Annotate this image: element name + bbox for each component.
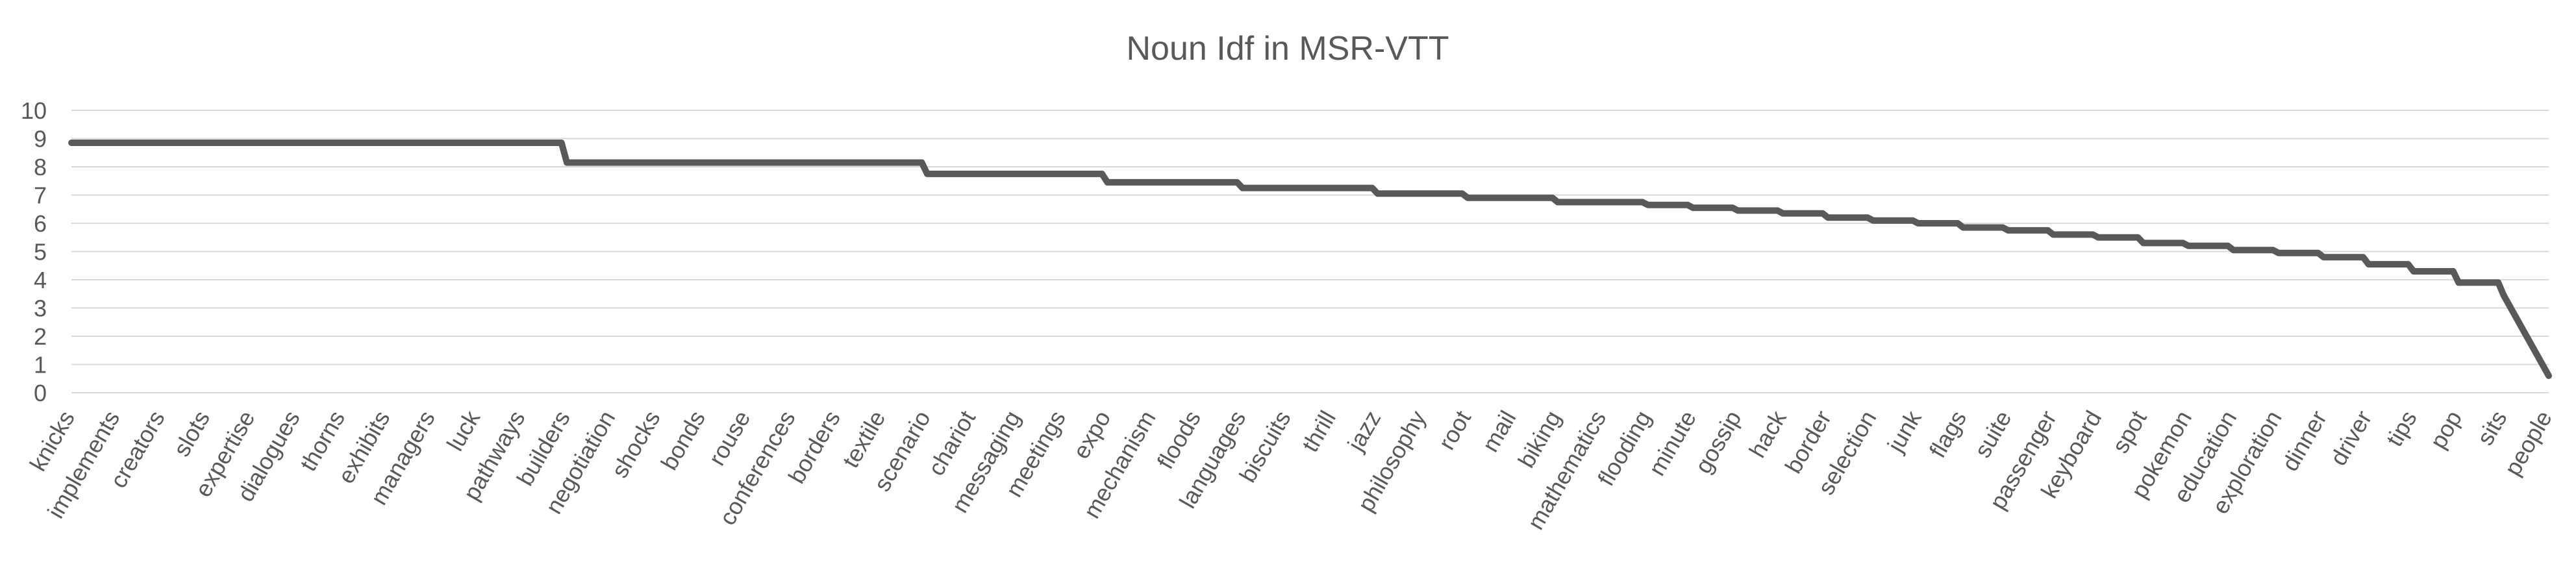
series-layer — [68, 140, 2552, 379]
x-tick-label: sits — [2471, 406, 2512, 450]
x-tick-label: tips — [2381, 406, 2422, 451]
x-tick-label: suite — [1969, 406, 2017, 462]
y-tick-label: 10 — [21, 97, 47, 124]
y-tick-label: 4 — [34, 267, 47, 293]
y-tick-label: 2 — [34, 323, 47, 350]
x-tick-label: root — [1433, 406, 1477, 454]
x-tick-label: driver — [2325, 406, 2377, 470]
y-tick-label: 6 — [34, 210, 47, 237]
x-tick-label: junk — [1882, 406, 1927, 457]
x-tick-label: slots — [168, 406, 215, 461]
x-axis-tick-labels: knicksimplementscreatorsslotsexpertisedi… — [24, 406, 2557, 534]
series-line-idf — [68, 140, 2552, 379]
x-tick-label: expo — [1068, 406, 1116, 463]
x-tick-label: gossip — [1690, 406, 1747, 478]
x-tick-label: spot — [2107, 406, 2152, 458]
x-tick-label: pop — [2425, 406, 2468, 454]
x-tick-label: thrill — [1297, 406, 1342, 457]
chart-title: Noun Idf in MSR-VTT — [1126, 30, 1449, 68]
y-tick-label: 1 — [34, 352, 47, 378]
y-tick-label: 8 — [34, 154, 47, 180]
x-tick-label: luck — [442, 406, 486, 456]
y-tick-label: 7 — [34, 182, 47, 209]
y-tick-label: 5 — [34, 239, 47, 265]
y-tick-label: 9 — [34, 126, 47, 153]
y-tick-label: 0 — [34, 380, 47, 406]
x-tick-label: jazz — [1342, 406, 1386, 456]
x-tick-label: flags — [1924, 406, 1972, 462]
x-tick-label: mail — [1477, 406, 1521, 457]
y-tick-label: 3 — [34, 295, 47, 322]
x-tick-label: hack — [1744, 406, 1792, 462]
x-tick-label: bonds — [655, 406, 710, 474]
gridlines — [71, 110, 2549, 393]
x-tick-label: dinner — [2277, 406, 2332, 475]
